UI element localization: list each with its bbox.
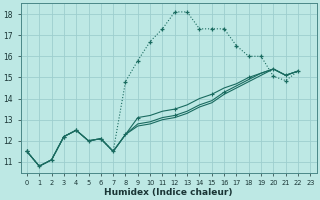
X-axis label: Humidex (Indice chaleur): Humidex (Indice chaleur) [104, 188, 233, 197]
